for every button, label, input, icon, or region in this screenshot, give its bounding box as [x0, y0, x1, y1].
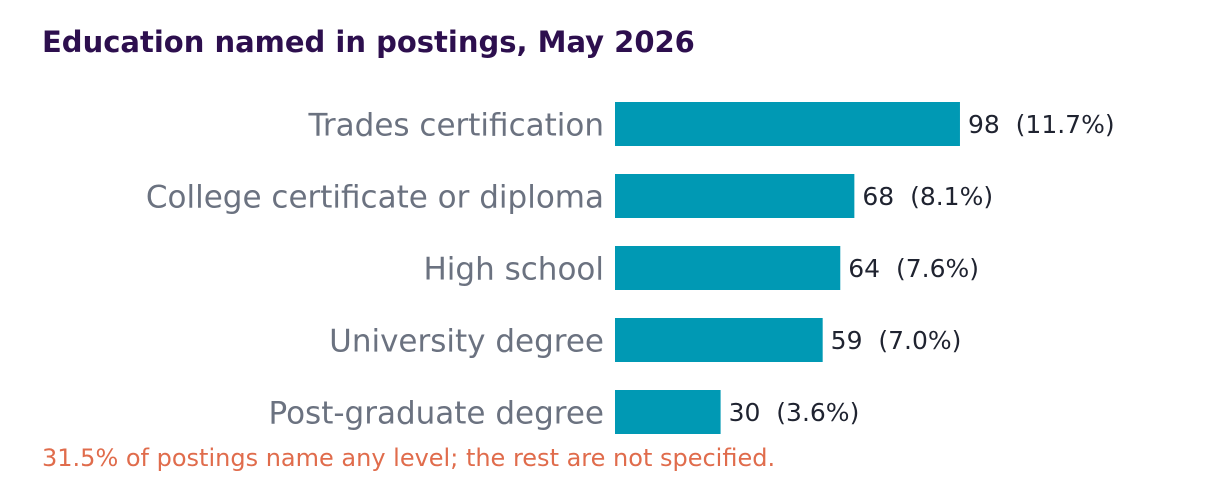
category-label: College certificate or diploma	[146, 180, 604, 216]
value-label: 64 (7.6%)	[848, 254, 979, 283]
bar	[615, 174, 855, 218]
value-label: 59 (7.0%)	[831, 326, 962, 355]
chart-note: 31.5% of postings name any level; the re…	[42, 444, 775, 472]
value-label: 68 (8.1%)	[862, 182, 993, 211]
chart-title: Education named in postings, May 2026	[42, 25, 695, 59]
category-label: Post-graduate degree	[268, 396, 604, 432]
category-label: Trades certification	[308, 108, 604, 144]
category-label: High school	[424, 252, 605, 288]
bar	[615, 390, 721, 434]
bar	[615, 318, 823, 362]
value-label: 30 (3.6%)	[729, 398, 860, 427]
bar	[615, 246, 841, 290]
category-label: University degree	[329, 324, 604, 360]
bar	[615, 102, 960, 146]
value-label: 98 (11.7%)	[968, 110, 1115, 139]
